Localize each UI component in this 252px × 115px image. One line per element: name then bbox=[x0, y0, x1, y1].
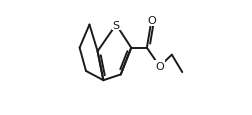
Text: S: S bbox=[113, 20, 120, 30]
Text: O: O bbox=[147, 16, 156, 26]
Text: O: O bbox=[155, 62, 164, 72]
